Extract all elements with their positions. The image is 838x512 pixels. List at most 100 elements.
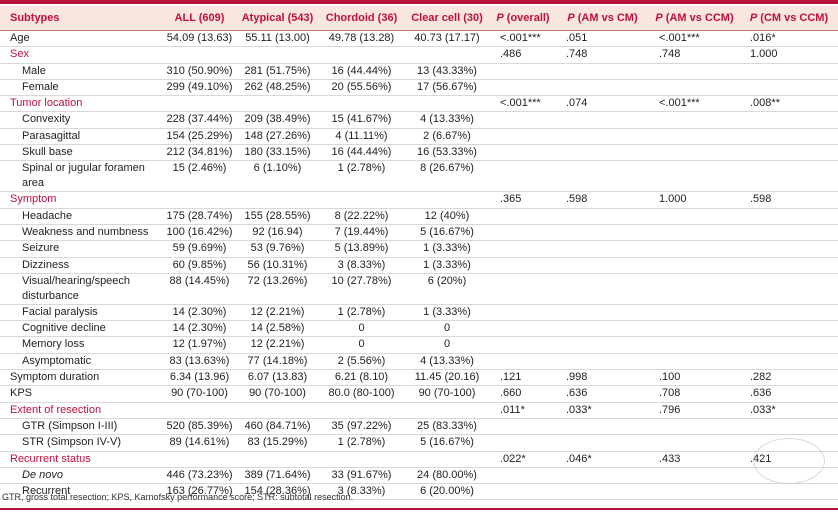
p-value-cell — [649, 321, 740, 337]
value-cell: 7 (19.44%) — [334, 225, 389, 238]
p-value-cell — [490, 321, 556, 337]
table-body: Age 54.09 (13.63) 55.11 (13.00) 49.78 (13.2… — [0, 31, 838, 500]
table-row: STR (Simpson IV-V) 89 (14.61%) 83 (15.29%)… — [0, 435, 838, 452]
p-value-cell: .033* — [750, 403, 776, 416]
value-cell: 281 (51.75%) — [244, 64, 311, 77]
p-value-cell — [649, 161, 740, 192]
row-label: Female — [22, 80, 59, 93]
value-cell: 59 (9.69%) — [172, 242, 227, 255]
row-label: Cognitive decline — [22, 322, 106, 335]
p-value-cell — [740, 63, 838, 79]
value-cell: 0 — [443, 322, 451, 335]
value-cell: 6.34 (13.96) — [169, 371, 230, 384]
p-value-cell: <.001*** — [500, 32, 541, 44]
p-value-cell: .008** — [750, 97, 780, 110]
row-label: Recurrent — [22, 485, 71, 498]
value-cell — [236, 192, 319, 208]
table-row: Dizziness 60 (9.85%) 56 (10.31%) 3 (8.33%) 1… — [0, 257, 838, 274]
value-cell — [404, 47, 490, 63]
value-cell: 4 (11.11%) — [335, 129, 388, 142]
value-cell — [163, 451, 236, 467]
value-cell: 1 (3.33%) — [423, 305, 471, 318]
p-value-cell — [649, 353, 740, 369]
table-row: Cognitive decline 14 (2.30%) 14 (2.58%) 0 0 — [0, 321, 838, 337]
row-label: Male — [22, 64, 46, 77]
value-cell: 180 (33.15%) — [244, 146, 311, 159]
p-value-cell — [556, 467, 649, 483]
p-value-cell — [490, 257, 556, 273]
p-value-cell — [556, 128, 649, 144]
p-value-cell — [490, 241, 556, 257]
value-cell: 3 (8.33%) — [337, 485, 386, 498]
value-cell: 163 (26.77%) — [166, 485, 233, 498]
value-cell: 15 (41.67%) — [331, 113, 392, 126]
value-cell: 175 (28.74%) — [166, 209, 233, 222]
value-cell: 14 (2.30%) — [172, 305, 227, 318]
value-cell — [404, 402, 490, 418]
p-value-cell — [649, 224, 740, 240]
value-cell — [236, 402, 319, 418]
p-value-cell — [490, 145, 556, 161]
value-cell: 1 (3.33%) — [423, 258, 471, 271]
p-value-cell — [649, 467, 740, 483]
p-value-cell — [490, 112, 556, 128]
p-value-cell: .046* — [566, 452, 592, 465]
table-row: Skull base 212 (34.81%) 180 (33.15%) 16 (44… — [0, 145, 838, 161]
value-cell — [163, 47, 236, 63]
p-value-cell — [490, 208, 556, 224]
p-value-cell: <.001*** — [500, 97, 541, 110]
table-row: Symptom duration 6.34 (13.96) 6.07 (13.83)… — [0, 370, 838, 386]
value-cell — [236, 451, 319, 467]
value-cell: 5 (16.67%) — [420, 436, 474, 449]
value-cell: 24 (80.00%) — [417, 468, 477, 481]
p-value-cell — [649, 128, 740, 144]
p-value-cell — [649, 112, 740, 128]
table-row: Headache 175 (28.74%) 155 (28.55%) 8 (22.22… — [0, 208, 838, 225]
p-value-cell: .121 — [500, 371, 522, 384]
p-value-cell — [649, 241, 740, 257]
p-value-cell — [556, 241, 649, 257]
p-value-cell: .033* — [566, 403, 592, 416]
value-cell: 72 (13.26%) — [247, 274, 308, 287]
p-value-cell — [740, 257, 838, 273]
value-cell — [319, 47, 404, 63]
top-rule — [0, 0, 838, 4]
p-value-cell: .748 — [566, 48, 588, 61]
value-cell — [236, 96, 319, 112]
p-value-cell — [556, 435, 649, 451]
row-label: Spinal or jugular foramen area — [22, 162, 145, 190]
table-row: Female 299 (49.10%) 262 (48.25%) 20 (55.56%… — [0, 79, 838, 96]
subtypes-table: Subtypes ALL (609) Atypical (543) Chordo… — [0, 6, 838, 500]
p-value-cell — [490, 304, 556, 320]
p-value-cell — [490, 224, 556, 240]
p-value-cell — [556, 321, 649, 337]
value-cell: 0 — [358, 322, 365, 335]
p-value-cell: 1.000 — [750, 48, 778, 61]
value-cell: 83 (15.29%) — [247, 436, 308, 449]
p-value-cell — [556, 63, 649, 79]
value-cell: 90 (70-100) — [418, 387, 476, 400]
value-cell: 299 (49.10%) — [166, 80, 233, 93]
value-cell: 11.45 (20.16) — [414, 371, 480, 384]
row-label: Skull base — [22, 146, 73, 159]
p-value-cell — [556, 208, 649, 224]
value-cell: 54.09 (13.63) — [166, 32, 233, 44]
bottom-rule — [0, 508, 838, 510]
value-cell: 8 (22.22%) — [334, 209, 389, 222]
p-value-cell — [740, 112, 838, 128]
p-value-cell — [556, 337, 649, 353]
section-label: Sex — [10, 48, 29, 61]
p-value-cell: .660 — [500, 387, 522, 400]
p-value-cell — [556, 353, 649, 369]
p-value-cell — [556, 304, 649, 320]
header-p-overall: P (overall) — [490, 6, 556, 31]
p-value-cell — [740, 484, 838, 500]
watermark-stamp — [753, 438, 825, 484]
table-row: De novo 446 (73.23%) 389 (71.64%) 33 (91.67… — [0, 467, 838, 484]
value-cell: 40.73 (17.17) — [414, 32, 480, 44]
value-cell: 0 — [358, 338, 365, 351]
value-cell: 17 (56.67%) — [417, 80, 477, 93]
section-label: Symptom — [10, 193, 57, 206]
value-cell — [163, 192, 236, 208]
value-cell: 154 (25.29%) — [166, 129, 233, 142]
